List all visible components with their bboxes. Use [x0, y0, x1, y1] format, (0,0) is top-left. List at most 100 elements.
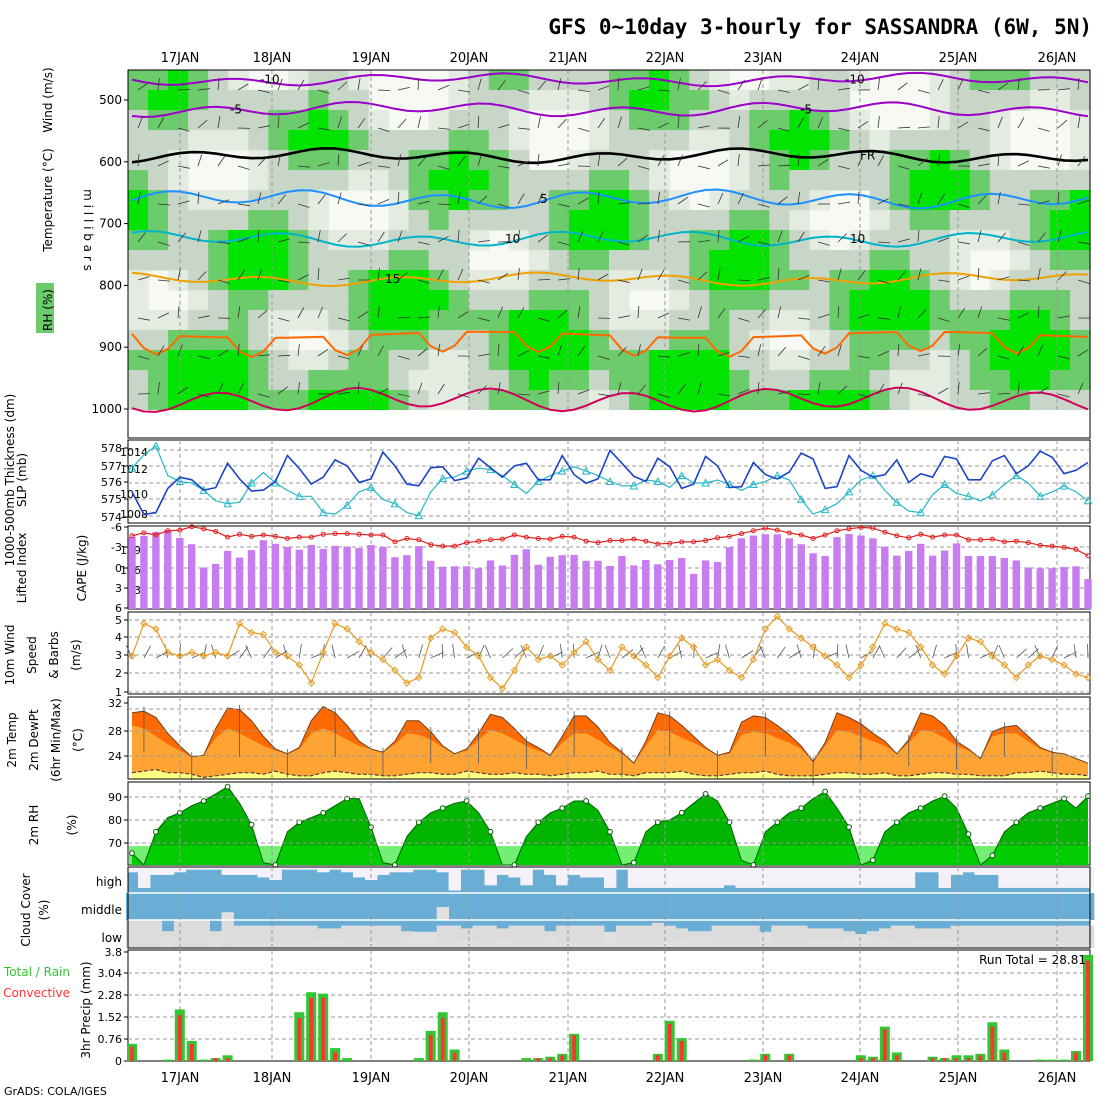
rh-cell	[669, 70, 690, 91]
precip-total-bar	[198, 1059, 209, 1061]
wind-barb	[497, 306, 503, 319]
rh-cell	[248, 150, 269, 171]
cape-bar	[582, 560, 590, 609]
wind-speed-marker	[247, 628, 256, 637]
date-label-bottom: 18JAN	[253, 1071, 292, 1086]
cloud-cell	[663, 925, 677, 948]
rh2m-low-band	[129, 846, 1089, 866]
low-cloud-bar	[353, 942, 366, 948]
wind-barb	[317, 230, 321, 243]
rh-cell	[929, 190, 951, 211]
rh-cell	[588, 130, 610, 151]
wind-barb	[977, 195, 987, 205]
li-marker	[655, 541, 661, 547]
rh-cell	[869, 330, 891, 351]
cloud-cell	[568, 925, 581, 948]
precip-conv-bar	[871, 1058, 875, 1061]
precip-conv-bar	[536, 1058, 541, 1061]
rh-cell	[448, 250, 470, 271]
wind-speed-marker	[498, 684, 507, 693]
cloud-cell	[365, 893, 378, 920]
cloud-cell	[699, 893, 712, 920]
wind-barb	[917, 89, 930, 94]
rh-cell	[428, 370, 450, 391]
high-cloud-bar	[221, 867, 234, 875]
cape-bar	[462, 566, 471, 609]
y-tick-label: 800	[99, 278, 122, 292]
low-cloud-bar	[1034, 942, 1047, 948]
rh-cell	[128, 370, 149, 391]
wind-barb	[137, 153, 140, 167]
rh-cell	[889, 250, 911, 271]
rh-cell	[949, 170, 971, 191]
rh-cell	[989, 170, 1011, 191]
rh-cell	[889, 350, 911, 371]
cloud-cell	[496, 893, 509, 920]
rh2m-marker	[726, 819, 733, 826]
surface-wind-barb	[597, 644, 603, 659]
rh-cell	[428, 190, 450, 211]
surface-wind-barb	[860, 650, 874, 659]
isotherm-line	[131, 146, 1089, 165]
wind-barb	[857, 191, 860, 205]
wind-barb	[197, 355, 210, 360]
li-marker	[452, 543, 458, 549]
rh-cell	[168, 250, 189, 271]
wind-barb	[457, 393, 470, 398]
surface-wind-barb	[932, 644, 937, 659]
wind-barb	[577, 231, 584, 243]
thickness-marker	[796, 494, 806, 503]
y-tick-label: 28	[108, 725, 122, 738]
wind-barb	[1077, 241, 1090, 245]
rh-cell	[248, 130, 269, 151]
rh-cell	[849, 310, 871, 331]
rh-cell	[548, 230, 570, 251]
thickness-marker	[127, 463, 137, 472]
rh-cell	[548, 90, 570, 111]
wind-barb	[897, 165, 910, 170]
rh-cell	[729, 250, 750, 271]
cloud-cell	[604, 893, 617, 920]
isotherm-label: -5	[230, 102, 242, 116]
surface-wind-barb	[776, 646, 786, 659]
cape-bar	[1048, 568, 1056, 609]
li-marker	[643, 538, 649, 544]
rh-cell	[749, 130, 770, 151]
cape-bar	[952, 543, 961, 609]
rh2m-marker	[535, 819, 542, 826]
rh-cell	[488, 290, 510, 311]
li-marker	[846, 526, 852, 532]
li-marker	[1061, 544, 1067, 550]
rh-cell	[829, 310, 851, 331]
cloud-cell	[233, 925, 246, 948]
li-marker	[631, 536, 637, 542]
surface-wind-barb	[944, 651, 958, 659]
rh-cell	[689, 390, 710, 411]
wind-barb	[257, 268, 263, 281]
low-cloud-bar	[161, 937, 175, 948]
rh-cell	[268, 130, 289, 151]
precip-conv-bar	[787, 1055, 792, 1061]
low-cloud-bar	[269, 942, 282, 948]
li-marker	[1001, 539, 1007, 545]
rh-cell	[268, 370, 289, 391]
rh-cell	[969, 190, 991, 211]
rh-cell	[488, 330, 510, 351]
rh-cell	[809, 90, 831, 111]
thickness-marker	[653, 476, 663, 485]
rh-cell	[288, 310, 309, 331]
high-cloud-bar	[651, 867, 665, 888]
wind-speed-marker	[379, 655, 387, 664]
wind-barb	[137, 276, 150, 281]
rh-cell	[929, 290, 951, 311]
rh-cell	[949, 290, 971, 311]
high-cloud-bar	[759, 867, 772, 888]
surface-wind-barb	[418, 644, 423, 659]
wind-barb	[737, 116, 741, 129]
low-cloud-bar	[831, 939, 844, 948]
cloud-cell	[532, 925, 545, 948]
rh-cell	[528, 250, 550, 271]
cloud-cell	[448, 925, 461, 948]
y-tick-label: -3	[111, 541, 122, 554]
